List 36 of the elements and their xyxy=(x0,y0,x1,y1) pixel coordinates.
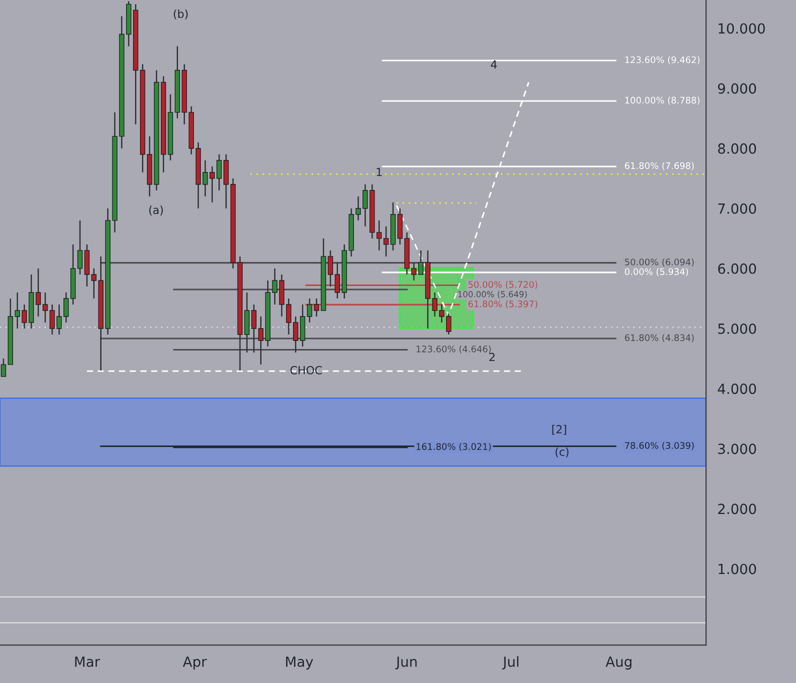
y-tick-label: 9.000 xyxy=(718,83,756,94)
annotation: (c) xyxy=(556,447,568,458)
annotation: CHOC xyxy=(290,366,322,374)
y-tick-label: 2.000 xyxy=(718,504,756,514)
series-label: 61.80% (4.834) xyxy=(624,334,694,342)
text: 100.00% (5.649) xyxy=(458,290,527,298)
annotation: (a) xyxy=(149,206,163,216)
y-tick-label: 3.000 xyxy=(718,444,756,454)
annotation: 1 xyxy=(376,168,382,176)
series-label: 61.80% (5.397) xyxy=(468,300,538,308)
series-label: 123.60% (4.646) xyxy=(416,345,491,354)
y-tick-label: 10.000 xyxy=(718,23,765,34)
x-tick-label: Apr xyxy=(182,656,207,670)
y-tick-label: 1.000 xyxy=(718,564,756,574)
annotation: 4 xyxy=(490,60,497,69)
series-label: 78.60% (3.039) xyxy=(625,442,694,450)
series-label: 50.00% (5.720) xyxy=(468,280,538,289)
y-tick-label: 4.000 xyxy=(718,384,756,394)
series-label: 161.80% (3.021) xyxy=(416,443,491,452)
x-tick-label: Mar xyxy=(75,656,100,667)
x-tick-label: May xyxy=(286,656,314,670)
series-label: 50.00% (6.094) xyxy=(625,258,694,266)
y-tick-label: 7.000 xyxy=(718,203,756,214)
annotation: [2] xyxy=(552,424,566,435)
annotation: (b) xyxy=(174,9,188,20)
y-tick-label: 5.000 xyxy=(718,323,756,334)
y-tick-label: 8.000 xyxy=(718,143,756,154)
x-tick-label: Jun xyxy=(395,656,417,670)
series-label: 61.80% (7.698) xyxy=(624,162,694,170)
annotation: 2 xyxy=(489,352,495,362)
x-tick-label: Jul xyxy=(502,656,518,670)
y-tick-label: 6.000 xyxy=(718,263,756,274)
series-label: 0.00% (5.934) xyxy=(624,268,688,276)
series-label: 123.60% (9.462) xyxy=(625,56,700,64)
x-tick-label: Aug xyxy=(606,656,632,670)
series-label: 100.00% (8.788) xyxy=(625,96,700,105)
